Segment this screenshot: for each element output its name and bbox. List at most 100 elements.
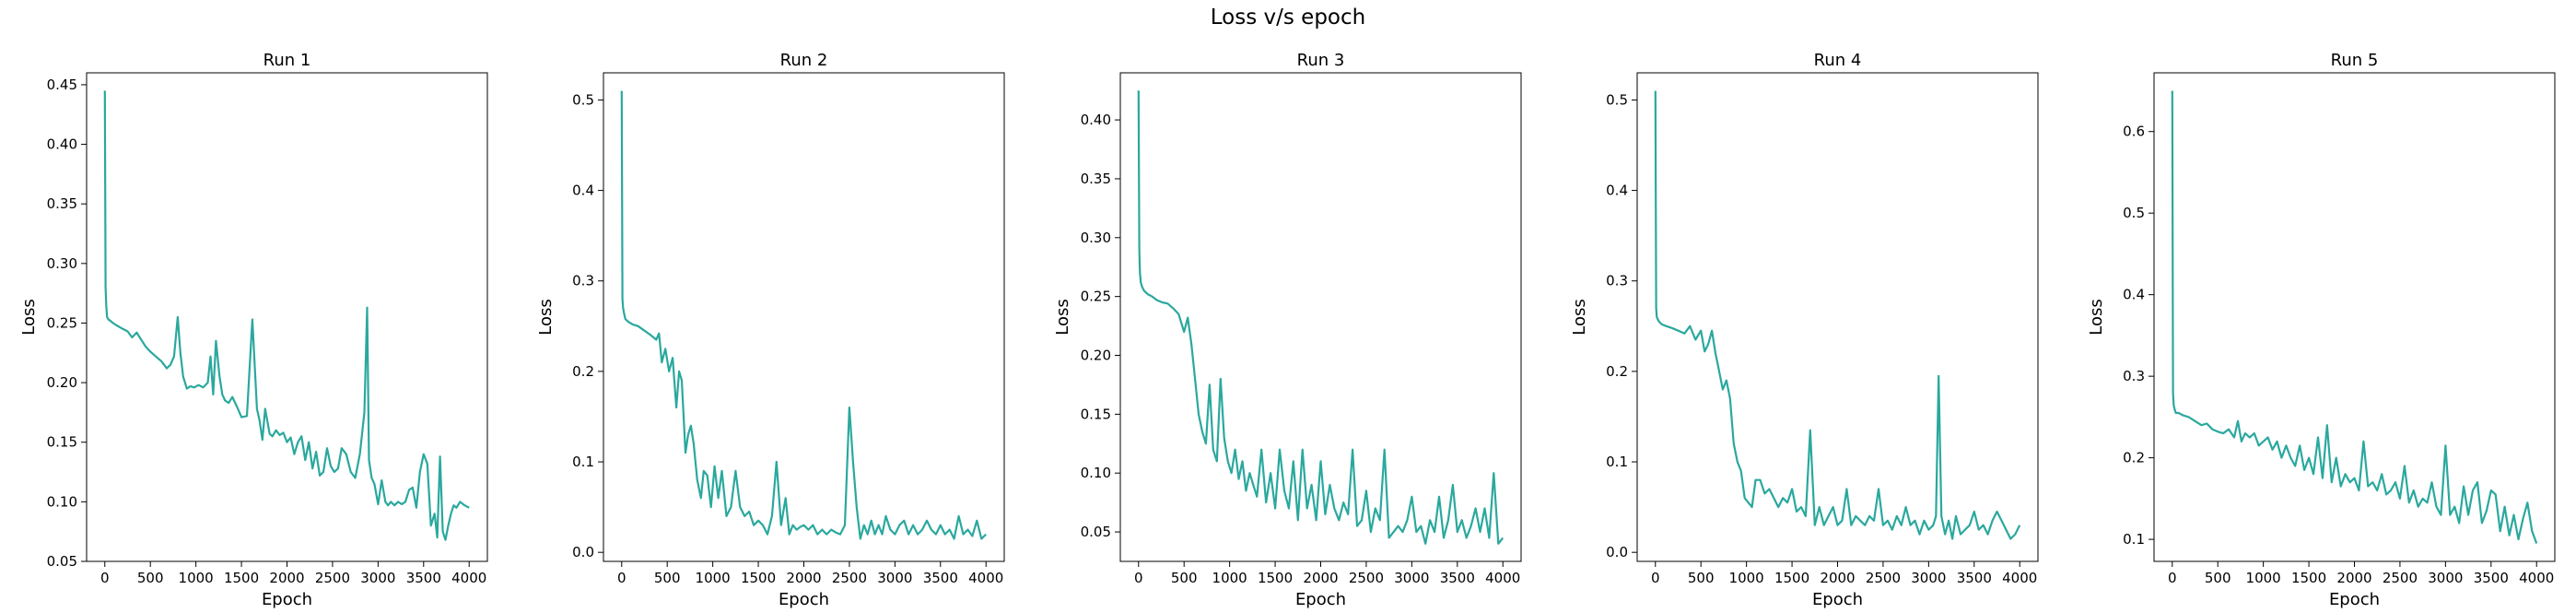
figure-title: Loss v/s epoch	[1211, 6, 1365, 29]
y-tick-label: 0.2	[2123, 450, 2145, 466]
x-tick-label: 1000	[1212, 570, 1247, 586]
subplot-2: 0 500 1000 1500 2000 2500 3000 3500 4000 0.0 0.1 0.…	[536, 51, 1005, 609]
x-tick-label: 0	[1134, 570, 1143, 586]
y-axis-label: Loss	[2087, 299, 2106, 335]
subplot-4: 0 500 1000 1500 2000 2500 3000 3500 4000 0.0 0.1 0.…	[1570, 51, 2039, 609]
y-tick-label: 0.30	[1081, 230, 1111, 246]
y-tick-label: 0.25	[1081, 289, 1111, 305]
y-tick-label: 0.1	[2123, 531, 2145, 548]
y-tick-label: 0.3	[1606, 273, 1628, 289]
y-tick-label: 0.20	[1081, 348, 1111, 364]
x-tick-label: 2500	[832, 570, 867, 586]
y-tick-label: 0.3	[572, 273, 594, 289]
y-tick-label: 0.0	[572, 544, 594, 560]
x-tick-label: 0	[1651, 570, 1660, 586]
x-tick-label: 1500	[224, 570, 259, 586]
x-tick-label: 0	[100, 570, 110, 586]
x-tick-label: 2000	[1303, 570, 1338, 586]
y-axis-label: Loss	[1053, 299, 1072, 335]
x-tick-label: 1000	[1729, 570, 1764, 586]
x-tick-label: 4000	[451, 570, 486, 586]
x-tick-label: 1500	[1774, 570, 1809, 586]
x-tick-label: 4000	[2002, 570, 2037, 586]
x-tick-label: 2000	[786, 570, 821, 586]
subplot-1: 0 500 1000 1500 2000 2500 3000 3500 4000 0.05 0.10…	[19, 51, 488, 609]
y-tick-label: 0.45	[47, 77, 77, 93]
y-tick-label: 0.3	[2123, 368, 2145, 384]
x-tick-label: 3500	[923, 570, 958, 586]
subplot-title-4: Run 4	[1814, 51, 1862, 70]
x-tick-label: 1500	[2291, 570, 2326, 586]
x-tick-label: 3000	[1394, 570, 1429, 586]
loss-line-3	[1137, 90, 1505, 545]
x-tick-label: 1500	[741, 570, 776, 586]
y-tick-label: 0.35	[47, 195, 77, 212]
x-axis-label: Epoch	[779, 590, 829, 609]
y-tick-label: 0.1	[1606, 454, 1628, 470]
loss-line-2	[620, 90, 987, 540]
y-tick-label: 0.40	[47, 136, 77, 153]
x-tick-label: 3000	[360, 570, 395, 586]
y-tick-label: 0.2	[1606, 363, 1628, 380]
subplot-title-3: Run 3	[1297, 51, 1345, 70]
x-axis-label: Epoch	[2329, 590, 2380, 609]
y-tick-label: 0.5	[572, 91, 594, 108]
y-tick-label: 0.5	[2123, 205, 2145, 221]
y-tick-label: 0.4	[1606, 183, 1628, 199]
x-tick-label: 3500	[1957, 570, 1992, 586]
x-tick-label: 0	[617, 570, 626, 586]
y-axis-label: Loss	[1570, 299, 1589, 335]
x-tick-label: 3500	[1440, 570, 1475, 586]
x-tick-label: 3500	[2474, 570, 2509, 586]
x-tick-label: 4000	[1485, 570, 1520, 586]
x-tick-label: 1000	[696, 570, 731, 586]
subplot-title-5: Run 5	[2331, 51, 2379, 70]
x-tick-label: 500	[2205, 570, 2231, 586]
y-axis-label: Loss	[536, 299, 556, 335]
x-tick-label: 2000	[269, 570, 304, 586]
y-tick-label: 0.4	[572, 183, 594, 199]
x-tick-label: 3000	[877, 570, 912, 586]
y-tick-label: 0.6	[2123, 124, 2145, 140]
x-axis-label: Epoch	[262, 590, 312, 609]
x-axis-label: Epoch	[1295, 590, 1346, 609]
y-tick-label: 0.1	[572, 454, 594, 470]
x-tick-label: 2500	[2383, 570, 2418, 586]
y-tick-label: 0.05	[47, 553, 77, 570]
x-tick-label: 2000	[1820, 570, 1855, 586]
x-tick-label: 1000	[2246, 570, 2281, 586]
x-tick-label: 3000	[2428, 570, 2463, 586]
y-tick-label: 0.5	[1606, 91, 1628, 108]
x-tick-label: 1500	[1258, 570, 1293, 586]
y-tick-label: 0.10	[47, 493, 77, 510]
x-tick-label: 500	[1171, 570, 1198, 586]
loss-line-4	[1654, 90, 2021, 540]
y-tick-label: 0.15	[47, 434, 77, 451]
loss-line-1	[103, 90, 470, 541]
y-tick-label: 0.05	[1081, 524, 1111, 540]
y-tick-label: 0.25	[47, 314, 77, 331]
x-tick-label: 2500	[315, 570, 350, 586]
y-tick-label: 0.30	[47, 255, 77, 272]
x-tick-label: 3500	[406, 570, 441, 586]
subplots: 0 500 1000 1500 2000 2500 3000 3500 40000.050.10…	[19, 51, 2556, 609]
subplot-5: 0 500 1000 1500 2000 2500 3000 3500 4000 0.1 0.2 0.…	[2087, 51, 2556, 609]
y-tick-label: 0.20	[47, 374, 77, 391]
y-tick-label: 0.15	[1081, 406, 1111, 422]
subplot-3: 0 500 1000 1500 2000 2500 3000 3500 4000 0.05 0.10…	[1053, 51, 1522, 609]
subplot-title-2: Run 2	[780, 51, 828, 70]
x-tick-label: 1000	[179, 570, 214, 586]
y-tick-label: 0.35	[1081, 171, 1111, 187]
x-tick-label: 0	[2168, 570, 2177, 586]
x-tick-label: 3000	[1911, 570, 1946, 586]
x-tick-label: 4000	[968, 570, 1003, 586]
x-axis-label: Epoch	[1812, 590, 1863, 609]
x-tick-label: 2500	[1866, 570, 1901, 586]
loss-line-5	[2171, 90, 2538, 544]
y-axis-label: Loss	[19, 299, 39, 335]
y-tick-label: 0.10	[1081, 465, 1111, 481]
y-tick-label: 0.0	[1606, 544, 1628, 560]
y-tick-label: 0.4	[2123, 287, 2145, 303]
